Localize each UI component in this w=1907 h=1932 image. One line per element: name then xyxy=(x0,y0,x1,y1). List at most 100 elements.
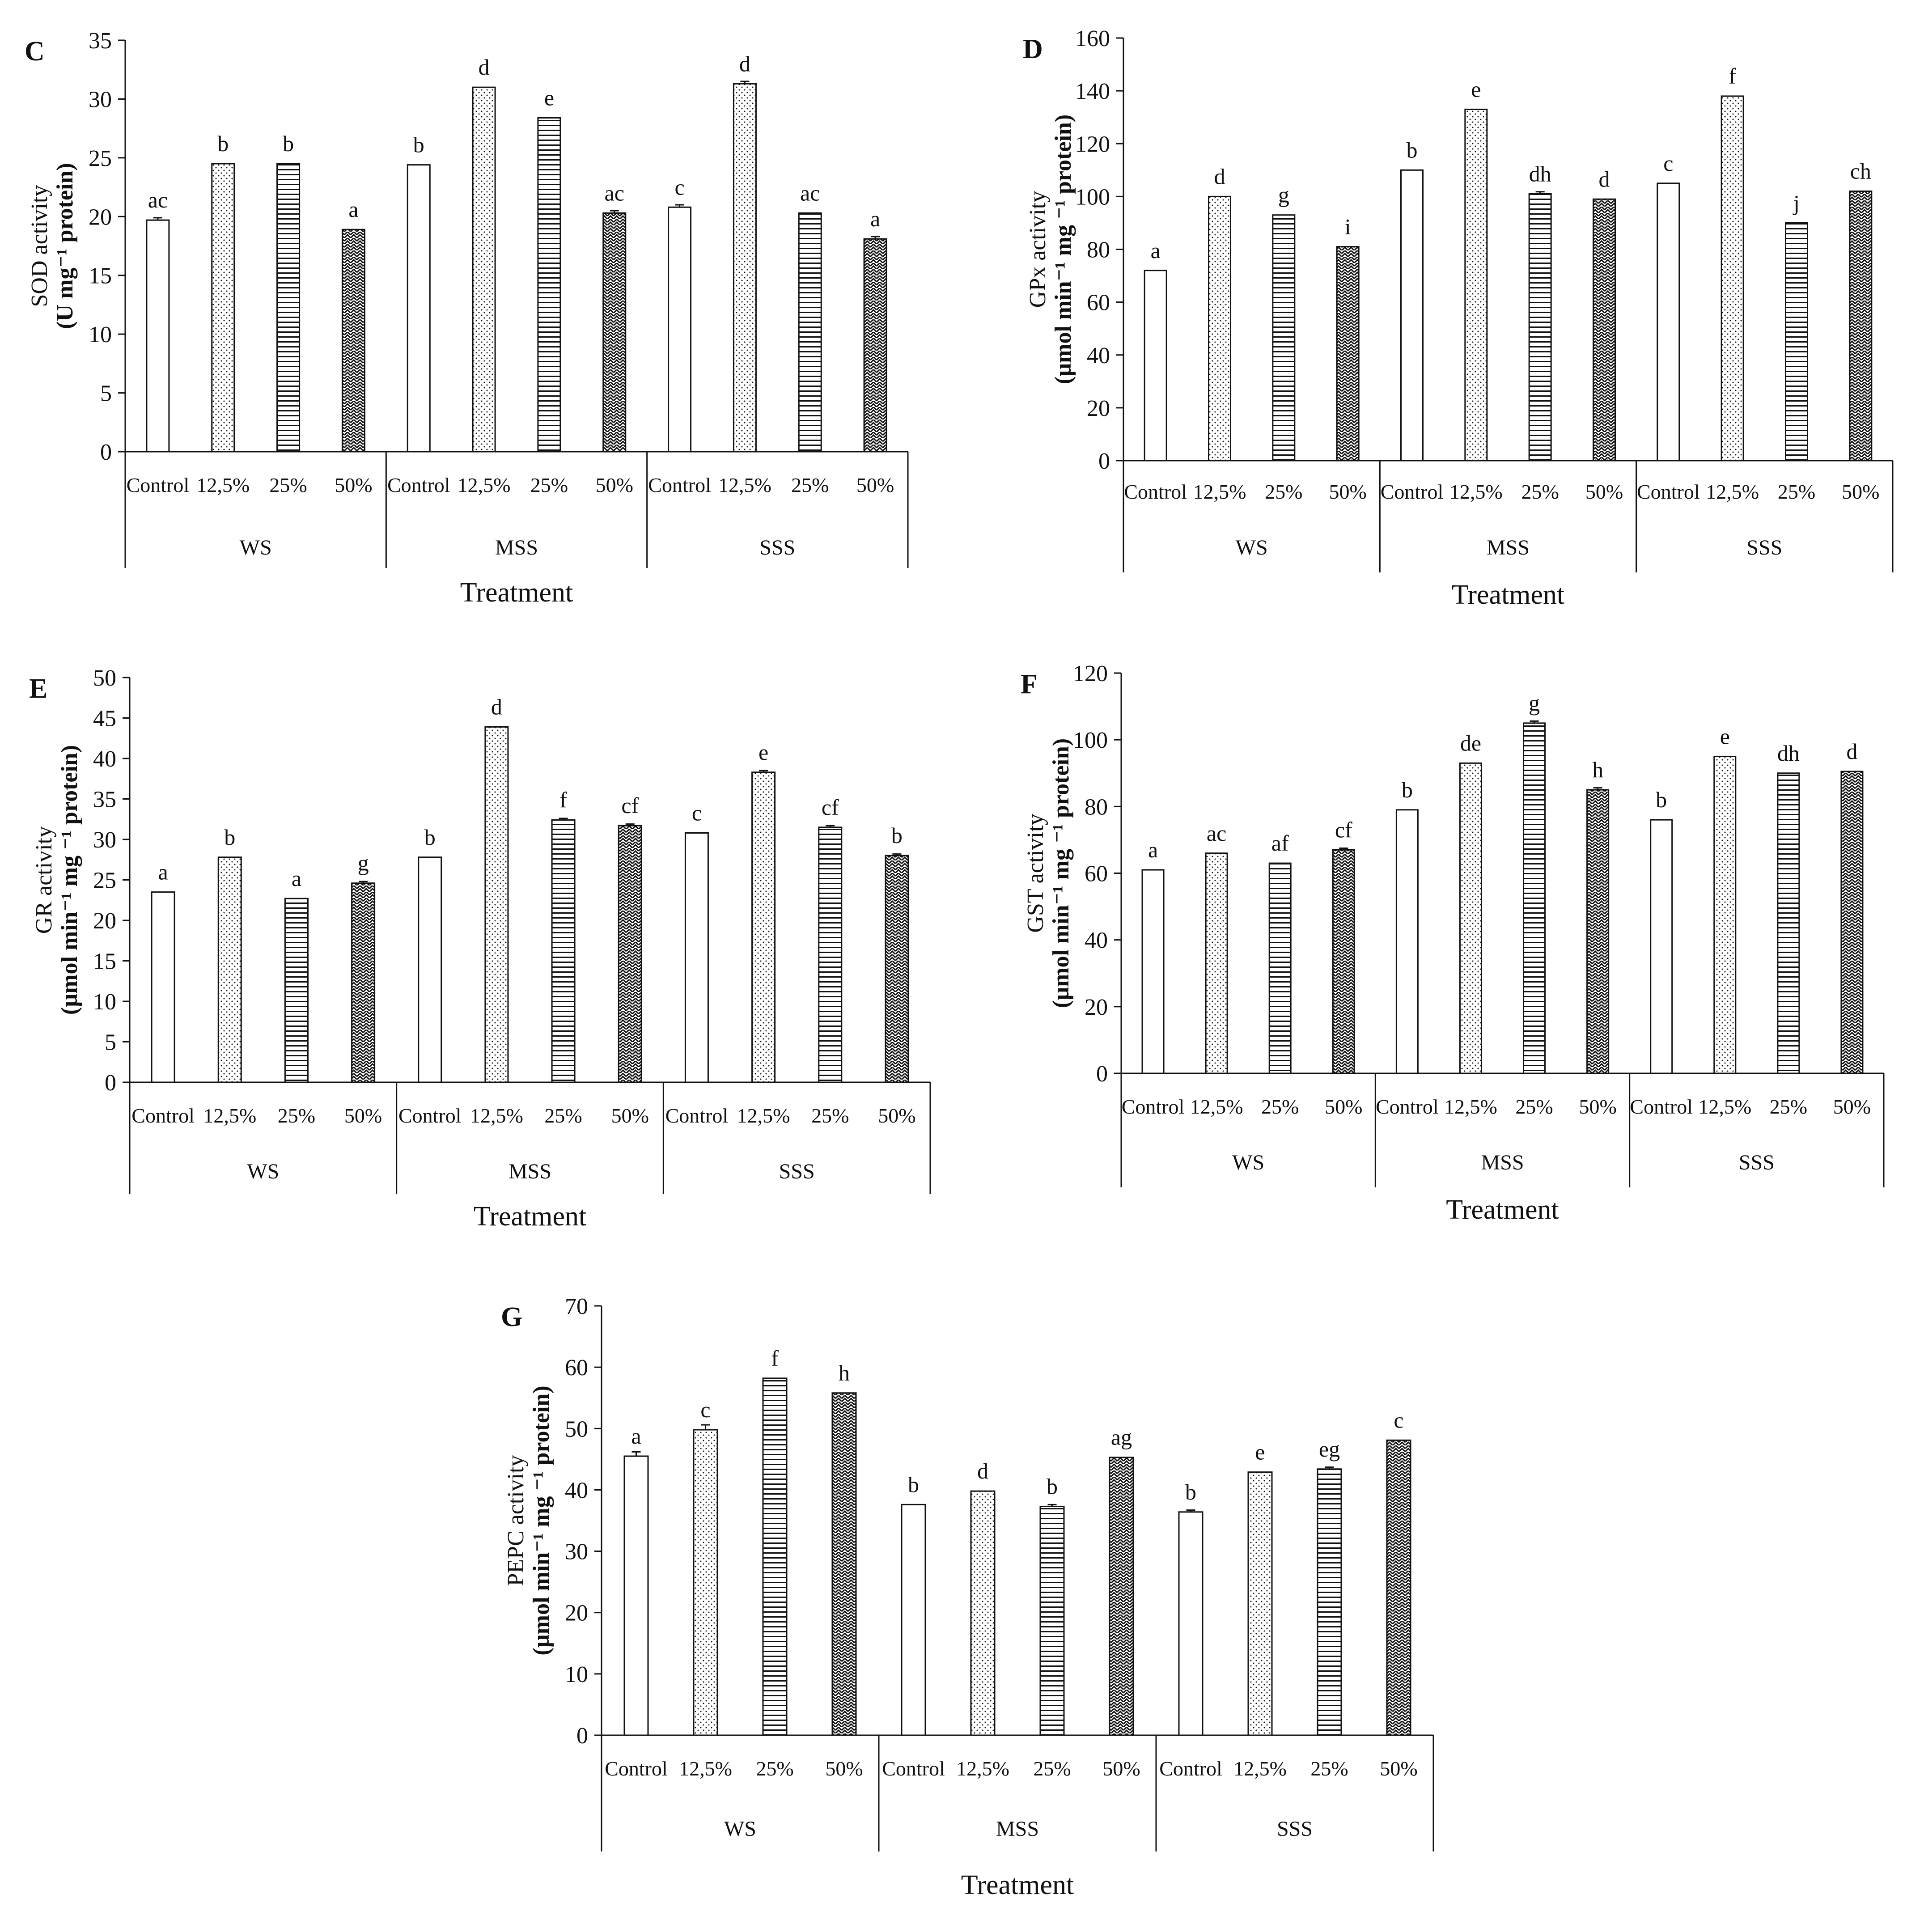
y-tick-label: 60 xyxy=(1087,290,1110,316)
significance-letter: a xyxy=(631,1424,641,1449)
bar xyxy=(1464,108,1488,462)
y-tick-label: 50 xyxy=(565,1416,588,1442)
bar xyxy=(418,856,442,1083)
significance-letter: b xyxy=(224,825,235,850)
y-tick-label: 20 xyxy=(1087,396,1110,421)
significance-letter: b xyxy=(283,131,294,156)
category-label: Control xyxy=(665,1104,729,1127)
category-label: 12,5% xyxy=(956,1757,1009,1780)
category-label: 50% xyxy=(1325,1095,1362,1118)
group-label: WS xyxy=(1232,1151,1264,1174)
bar xyxy=(1178,1511,1204,1736)
category-label: 12,5% xyxy=(203,1104,256,1127)
y-axis-unit: (U mg⁻¹ protein) xyxy=(52,163,78,329)
y-tick-label: 30 xyxy=(565,1539,588,1565)
bar xyxy=(484,726,509,1083)
group-label: MSS xyxy=(495,536,538,559)
category-label: 12,5% xyxy=(737,1104,790,1127)
panel-label: D xyxy=(1023,34,1043,64)
significance-letter: b xyxy=(424,825,436,850)
y-tick-label: 35 xyxy=(93,787,116,813)
chart-svg-g: G 0 10 20 30 40 50 60 70 PEPC activity (µmol min⁻¹… xyxy=(501,1294,1434,1900)
bar xyxy=(1849,191,1873,462)
chart-panel-e: E 0 5 10 15 20 25 30 35 40 45 50 GR activity (µmol mi… xyxy=(0,635,954,1261)
y-tick-label: 140 xyxy=(1075,79,1110,104)
y-tick-label: 100 xyxy=(1075,184,1110,210)
y-tick-label: 20 xyxy=(565,1601,588,1626)
chart-svg-c: C 0 5 10 15 20 25 30 35 SOD activity (U mg⁻¹ prote… xyxy=(25,28,909,608)
category-label: Control xyxy=(1381,480,1444,503)
significance-letter: b xyxy=(217,131,229,156)
bar xyxy=(885,855,909,1083)
y-tick-label: 15 xyxy=(89,263,112,289)
significance-letter: d xyxy=(1214,164,1225,189)
bar xyxy=(1657,182,1680,462)
significance-letter: e xyxy=(1255,1440,1265,1465)
category-label: 12,5% xyxy=(1193,480,1246,503)
significance-letter: g xyxy=(358,851,369,876)
bar xyxy=(1713,755,1737,1074)
bar xyxy=(551,819,576,1083)
bar xyxy=(623,1455,649,1736)
category-label: Control xyxy=(882,1757,945,1780)
bar xyxy=(1109,1457,1134,1736)
significance-letter: g xyxy=(1278,182,1289,208)
bar xyxy=(1268,862,1292,1074)
y-tick-label: 0 xyxy=(1098,449,1110,474)
group-label: WS xyxy=(247,1160,279,1183)
x-axis-title: Treatment xyxy=(460,577,573,608)
bar xyxy=(831,1392,857,1736)
y-axis-title: SOD activity xyxy=(27,185,52,307)
bar xyxy=(1144,270,1167,462)
category-label: Control xyxy=(1124,480,1187,503)
bar xyxy=(618,825,642,1083)
y-tick-label: 35 xyxy=(89,28,112,54)
chart-panel-g: G 0 10 20 30 40 50 60 70 PEPC activity (µmol min⁻¹… xyxy=(447,1270,1460,1932)
bar xyxy=(798,212,822,453)
y-tick-label: 60 xyxy=(1085,861,1108,887)
x-axis-title: Treatment xyxy=(961,1870,1074,1900)
chart-svg-f: F 0 20 40 60 80 100 120 GST activity (µmol min⁻¹ … xyxy=(1021,661,1885,1225)
y-tick-label: 0 xyxy=(100,440,112,465)
chart-panel-f: F 0 20 40 60 80 100 120 GST activity (µmol min⁻¹ … xyxy=(954,635,1907,1261)
group-label: MSS xyxy=(509,1160,551,1183)
significance-letter: ac xyxy=(800,180,820,205)
significance-letter: h xyxy=(1592,757,1603,782)
bar xyxy=(1400,169,1424,462)
bar xyxy=(1272,214,1296,462)
significance-letter: b xyxy=(891,823,903,848)
significance-letter: h xyxy=(839,1360,850,1385)
group-label: WS xyxy=(724,1817,756,1841)
category-label: 12,5% xyxy=(470,1104,523,1127)
category-label: 25% xyxy=(1778,480,1815,503)
bar xyxy=(1395,809,1419,1074)
group-label: SSS xyxy=(759,536,795,559)
category-label: 12,5% xyxy=(1449,480,1503,503)
bar xyxy=(1039,1505,1065,1736)
bar xyxy=(970,1490,996,1736)
bar xyxy=(472,86,496,453)
significance-letter: c xyxy=(1394,1407,1403,1432)
category-label: 50% xyxy=(1102,1757,1140,1780)
significance-letter: b xyxy=(908,1472,919,1497)
category-label: Control xyxy=(1630,1095,1693,1118)
bar xyxy=(537,117,561,453)
bar xyxy=(151,891,175,1083)
category-label: 25% xyxy=(811,1104,849,1127)
y-tick-label: 20 xyxy=(1085,995,1108,1020)
significance-letter: d xyxy=(977,1458,988,1483)
significance-letter: c xyxy=(674,174,684,199)
category-label: 50% xyxy=(1842,480,1879,503)
significance-letter: b xyxy=(1185,1479,1196,1504)
category-label: 12,5% xyxy=(1190,1095,1243,1118)
panel-label: E xyxy=(29,674,47,704)
significance-letter: b xyxy=(1047,1474,1058,1499)
y-tick-label: 0 xyxy=(576,1723,588,1749)
category-label: 50% xyxy=(878,1104,915,1127)
category-label: Control xyxy=(1159,1757,1222,1780)
significance-letter: a xyxy=(292,866,301,891)
category-label: Control xyxy=(1637,480,1700,503)
group-label: SSS xyxy=(1739,1151,1775,1174)
significance-letter: cf xyxy=(621,793,639,818)
bar xyxy=(1785,222,1808,462)
